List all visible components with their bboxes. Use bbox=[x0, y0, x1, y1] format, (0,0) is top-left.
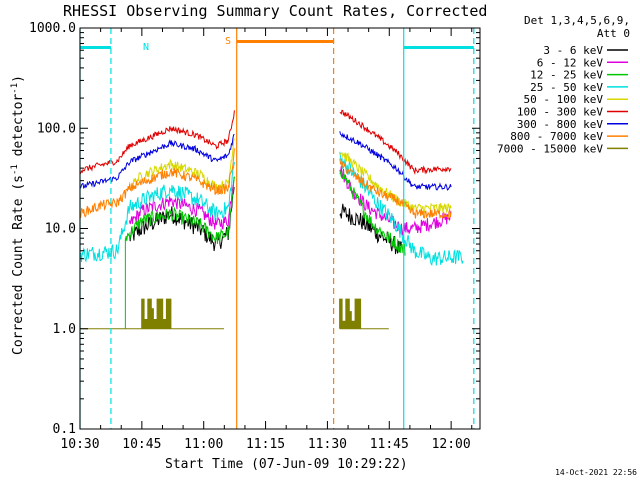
x-tick-label-6: 12:00 bbox=[432, 437, 471, 452]
flag-bar-n-0 bbox=[80, 46, 111, 49]
legend-label-4: 50 - 100 keV bbox=[524, 93, 604, 106]
y-axis-label: Corrected Count Rate (s-1 detector-1) bbox=[10, 75, 26, 355]
x-tick-label-0: 10:30 bbox=[60, 437, 99, 452]
legend-label-5: 100 - 300 keV bbox=[517, 106, 603, 119]
legend-label-2: 12 - 25 keV bbox=[530, 69, 603, 82]
series-line-6-1 bbox=[339, 131, 452, 191]
y-tick-label-1: 1.0 bbox=[53, 322, 76, 337]
axis-layer: 10:30 10:45 11:00 11:15 11:30 11:45 12:00 0.1 1.… bbox=[29, 21, 480, 452]
flag-label-s: S bbox=[225, 36, 231, 47]
legend-label-8: 7000 - 15000 keV bbox=[497, 142, 603, 155]
x-tick-label-5: 11:45 bbox=[370, 437, 409, 452]
series-line-5-1 bbox=[339, 109, 452, 176]
flag-bar-s bbox=[236, 40, 334, 43]
legend-label-1: 6 - 12 keV bbox=[537, 56, 604, 69]
y-tick-label-4: 1000.0 bbox=[29, 21, 76, 36]
olive-block-1 bbox=[339, 298, 362, 329]
flag-label-n: N bbox=[143, 42, 149, 53]
legend-header-2: Att 0 bbox=[597, 27, 630, 40]
legend-label-7: 800 - 7000 keV bbox=[510, 130, 603, 143]
legend-label-0: 3 - 6 keV bbox=[543, 44, 603, 57]
series-line-2-1 bbox=[339, 169, 406, 256]
series-line-4-0 bbox=[129, 138, 235, 193]
x-tick-label-1: 10:45 bbox=[122, 437, 161, 452]
series-line-7-0 bbox=[79, 148, 235, 219]
legend-header-1: Det 1,3,4,5,6,9, bbox=[524, 14, 630, 27]
x-axis-label: Start Time (07-Jun-09 10:29:22) bbox=[165, 457, 408, 472]
series-line-5-0 bbox=[79, 110, 235, 175]
legend-label-3: 25 - 50 keV bbox=[530, 81, 603, 94]
chart-title: RHESSI Observing Summary Count Rates, Co… bbox=[63, 2, 487, 20]
y-tick-label-3: 100.0 bbox=[37, 121, 76, 136]
series-line-3-1 bbox=[339, 151, 464, 266]
timestamp: 14-Oct-2021 22:56 bbox=[555, 468, 637, 477]
x-tick-label-3: 11:15 bbox=[246, 437, 285, 452]
series-line-0-1 bbox=[339, 203, 402, 255]
data-layer bbox=[79, 109, 464, 330]
olive-block-0 bbox=[141, 298, 172, 329]
series-line-3-0 bbox=[79, 161, 235, 263]
series-line-7-1 bbox=[339, 158, 452, 220]
y-tick-label-0: 0.1 bbox=[53, 422, 76, 437]
series-line-6-0 bbox=[79, 133, 235, 189]
series-line-2-0 bbox=[124, 176, 235, 244]
flag-bar-n-1 bbox=[403, 46, 474, 49]
y-tick-label-2: 10.0 bbox=[45, 222, 76, 237]
x-tick-label-2: 11:00 bbox=[184, 437, 223, 452]
x-tick-label-4: 11:30 bbox=[308, 437, 347, 452]
legend-label-6: 300 - 800 keV bbox=[517, 118, 603, 131]
